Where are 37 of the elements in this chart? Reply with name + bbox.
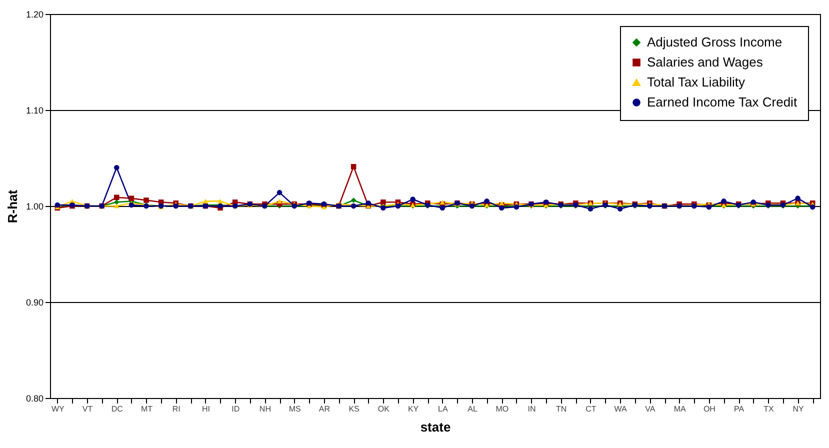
x-tick-label: KY: [408, 404, 420, 414]
x-tick-label: DC: [111, 404, 124, 414]
y-tick-label: 0.80: [26, 394, 44, 404]
x-tick-label: RI: [172, 404, 180, 414]
x-tick-label: PA: [734, 404, 745, 414]
x-tick-label: OK: [378, 404, 390, 414]
legend-label: Total Tax Liability: [647, 74, 746, 90]
x-tick-label: VA: [645, 404, 656, 414]
y-tick-label: 1.20: [26, 10, 44, 20]
x-tick-label: NH: [259, 404, 272, 414]
x-tick-label: MS: [288, 404, 301, 414]
x-axis-title: state: [420, 420, 451, 434]
x-tick-label: NY: [792, 404, 805, 414]
x-tick-label: OH: [703, 404, 716, 414]
legend-label: Earned Income Tax Credit: [647, 94, 798, 110]
x-tick-label: VT: [82, 404, 93, 414]
x-tick-label: MA: [674, 404, 686, 414]
x-tick-label: WA: [614, 404, 628, 414]
x-tick-label: HI: [202, 404, 210, 414]
x-tick-label: KS: [348, 404, 360, 414]
x-tick-label: TN: [556, 404, 567, 414]
x-tick-label: AR: [318, 404, 330, 414]
legend-label: Salaries and Wages: [647, 54, 764, 70]
y-axis-title: R-hat: [4, 189, 20, 224]
x-tick-label: TX: [764, 404, 774, 414]
y-tick-label: 1.00: [26, 202, 44, 212]
x-tick-label: LA: [438, 404, 448, 414]
legend-label: Adjusted Gross Income: [647, 34, 782, 50]
x-tick-label: MO: [496, 404, 509, 414]
x-tick-label: WY: [51, 404, 66, 414]
x-tick-label: ID: [232, 404, 240, 414]
y-tick-label: 1.10: [26, 106, 44, 116]
y-tick-label: 0.90: [26, 298, 44, 308]
x-tick-label: IN: [528, 404, 536, 414]
x-tick-label: CT: [586, 404, 596, 414]
x-tick-label: AL: [468, 404, 478, 414]
x-tick-label: MT: [140, 404, 153, 414]
